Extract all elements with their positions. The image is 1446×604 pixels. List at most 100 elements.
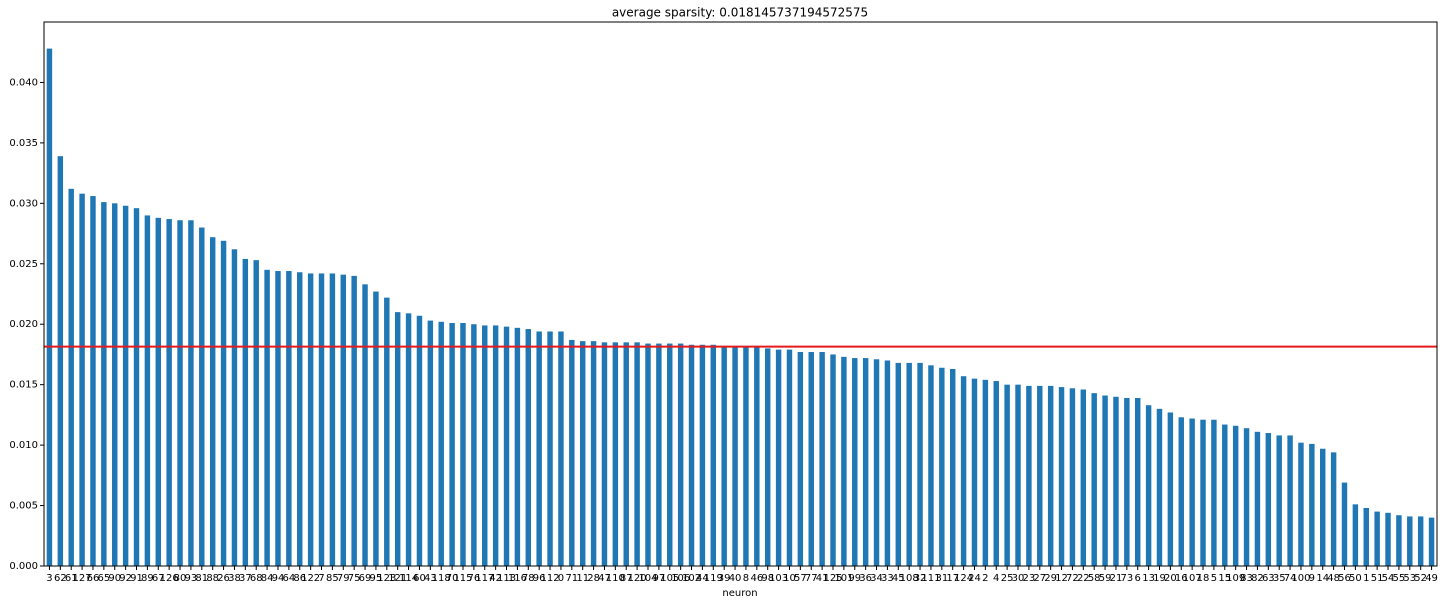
bar — [786, 349, 793, 566]
bar — [601, 342, 608, 566]
bar — [1037, 385, 1043, 566]
bar — [122, 205, 129, 567]
bar — [1407, 516, 1413, 566]
x-tick-label: 45 — [892, 573, 905, 584]
x-tick-label: 19 — [1153, 573, 1166, 584]
x-tick-label: 122 — [301, 573, 320, 584]
bar — [1396, 515, 1402, 566]
bar — [1417, 516, 1424, 566]
bar — [427, 320, 434, 566]
x-tick-label: 65 — [97, 573, 110, 584]
x-tick-label: 67 — [152, 573, 165, 584]
bar — [1243, 428, 1250, 566]
bar — [873, 359, 880, 566]
bar — [569, 339, 575, 566]
x-tick-label: 15 — [1218, 573, 1231, 584]
bar — [667, 343, 673, 566]
bar — [373, 291, 379, 566]
x-tick-label: 97 — [653, 573, 666, 584]
x-tick-label: 84 — [261, 573, 274, 584]
bar — [1211, 419, 1217, 566]
x-tick-label: 30 — [1012, 573, 1025, 584]
x-tick-label: 34 — [870, 573, 883, 584]
x-tick-label: 4 — [993, 573, 999, 584]
x-tick-label: 87 — [620, 573, 633, 584]
bar — [754, 347, 760, 566]
bar — [1135, 397, 1141, 566]
x-tick-label: 9 — [1309, 573, 1315, 584]
bar — [492, 325, 499, 566]
bar — [1004, 384, 1010, 566]
bar — [1091, 393, 1097, 566]
bar — [340, 274, 346, 566]
bar — [917, 362, 923, 566]
bar — [1287, 435, 1293, 566]
x-tick-label: 37 — [239, 573, 252, 584]
x-tick-label: 32 — [914, 573, 927, 584]
bar — [1156, 408, 1163, 566]
bar — [297, 272, 303, 566]
x-tick-label: 62 — [54, 573, 67, 584]
x-tick-label: 78 — [522, 573, 535, 584]
bar — [101, 202, 107, 566]
bar — [1232, 425, 1239, 566]
bar — [895, 362, 902, 566]
bar — [362, 284, 368, 566]
bar — [1254, 431, 1261, 566]
bar — [971, 378, 978, 566]
bar — [188, 220, 194, 566]
bar — [1026, 385, 1032, 566]
bar — [133, 208, 140, 566]
x-tick-label: 113 — [497, 573, 516, 584]
bar — [471, 324, 477, 566]
y-tick-label: 0.010 — [9, 440, 38, 451]
bar — [482, 325, 488, 566]
bar — [928, 365, 934, 566]
x-tick-label: 110 — [606, 573, 625, 584]
bar — [177, 220, 183, 566]
x-tick-label: 13 — [1142, 573, 1155, 584]
bar — [1265, 433, 1272, 566]
bar — [764, 348, 771, 566]
x-tick-label: 108 — [900, 573, 919, 584]
y-tick-label: 0.040 — [9, 77, 38, 88]
x-tick-label: 76 — [468, 573, 481, 584]
bar — [112, 203, 118, 567]
bar — [144, 215, 151, 566]
x-tick-label: 48 — [1327, 573, 1340, 584]
bar — [732, 345, 738, 566]
x-tick-label: 103 — [769, 573, 788, 584]
x-tick-label: 50 — [1349, 573, 1362, 584]
bar — [960, 376, 967, 566]
x-tick-label: 92 — [119, 573, 132, 584]
bar — [155, 217, 161, 566]
x-tick-label: 73 — [1120, 573, 1133, 584]
x-tick-label: 24 — [968, 573, 981, 584]
bar — [79, 193, 85, 566]
x-tick-label: 98 — [761, 573, 774, 584]
bar — [1178, 417, 1184, 566]
x-tick-label: 59 — [1099, 573, 1112, 584]
x-tick-label: 3 — [46, 573, 52, 584]
x-tick-label: 91 — [130, 573, 143, 584]
x-tick-label: 99 — [848, 573, 861, 584]
x-tick-label: 33 — [881, 573, 894, 584]
bar — [536, 331, 542, 566]
bar — [699, 344, 706, 566]
x-tick-label: 105 — [660, 573, 679, 584]
bar — [525, 329, 532, 566]
bar — [1189, 418, 1195, 566]
x-tick-label: 46 — [750, 573, 763, 584]
x-tick-label: 14 — [1316, 573, 1329, 584]
x-tick-label: 83 — [1240, 573, 1253, 584]
bar — [1113, 396, 1119, 566]
x-tick-label: 63 — [1262, 573, 1275, 584]
bar — [645, 343, 651, 566]
bar — [1047, 385, 1054, 566]
y-tick-label: 0.030 — [9, 198, 38, 209]
bar — [351, 275, 357, 566]
bar — [1145, 405, 1152, 566]
x-tick-label: 17 — [946, 573, 959, 584]
bar — [558, 331, 564, 566]
x-tick-label: 5 — [1211, 573, 1217, 584]
